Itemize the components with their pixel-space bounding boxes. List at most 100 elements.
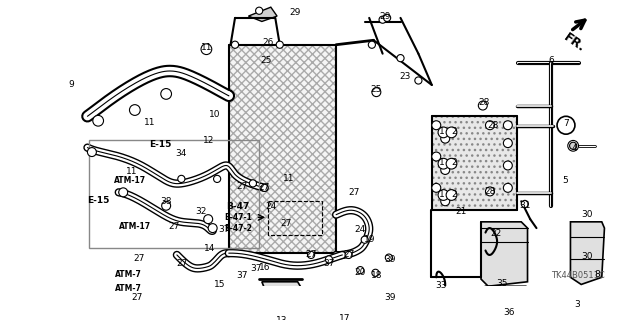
Text: 27: 27 <box>177 260 188 268</box>
Circle shape <box>432 121 441 130</box>
Text: E-15: E-15 <box>87 196 109 205</box>
Polygon shape <box>262 282 300 317</box>
Text: FR.: FR. <box>561 31 588 55</box>
Circle shape <box>119 188 128 197</box>
Circle shape <box>307 251 315 259</box>
Circle shape <box>385 293 392 300</box>
Circle shape <box>446 190 457 200</box>
Circle shape <box>432 152 441 161</box>
Bar <box>89 140 259 248</box>
Circle shape <box>372 88 381 97</box>
Circle shape <box>204 215 212 224</box>
Circle shape <box>178 175 185 182</box>
Circle shape <box>504 139 512 148</box>
Text: 5: 5 <box>562 176 568 185</box>
Circle shape <box>276 41 284 48</box>
Circle shape <box>250 180 257 187</box>
Text: 3: 3 <box>574 300 580 308</box>
Text: 2: 2 <box>451 190 457 199</box>
Circle shape <box>560 119 572 132</box>
Circle shape <box>397 55 404 62</box>
Circle shape <box>356 267 364 274</box>
Text: 24: 24 <box>265 202 276 211</box>
Text: 31: 31 <box>519 201 531 210</box>
Text: B-47-1: B-47-1 <box>224 213 252 222</box>
Circle shape <box>438 190 449 200</box>
Polygon shape <box>490 249 518 276</box>
Text: 29: 29 <box>380 12 391 20</box>
Text: 33: 33 <box>435 281 447 290</box>
Text: 19: 19 <box>364 235 376 244</box>
Circle shape <box>446 158 457 169</box>
Text: 28: 28 <box>487 121 499 130</box>
Circle shape <box>557 116 575 134</box>
Circle shape <box>521 200 529 208</box>
Circle shape <box>261 184 268 191</box>
Circle shape <box>438 158 449 169</box>
Circle shape <box>441 165 450 174</box>
Bar <box>432 116 516 210</box>
Circle shape <box>504 183 512 192</box>
Polygon shape <box>570 222 604 284</box>
Circle shape <box>438 127 449 138</box>
Circle shape <box>478 101 487 110</box>
Text: 24: 24 <box>355 225 366 234</box>
Circle shape <box>372 269 379 276</box>
Text: 4: 4 <box>572 144 577 153</box>
Circle shape <box>441 197 450 206</box>
Text: ATM-7: ATM-7 <box>115 270 142 279</box>
Circle shape <box>441 134 450 143</box>
Text: 16: 16 <box>259 263 270 272</box>
Text: 32: 32 <box>195 207 207 216</box>
Text: 14: 14 <box>204 244 216 253</box>
Text: 37: 37 <box>236 271 248 280</box>
Circle shape <box>345 251 352 259</box>
Text: ATM-7: ATM-7 <box>115 284 142 292</box>
Text: 27: 27 <box>134 254 145 263</box>
Text: ATM-17: ATM-17 <box>115 176 147 185</box>
Text: 30: 30 <box>582 252 593 261</box>
Text: 38: 38 <box>161 197 172 206</box>
Text: 37: 37 <box>218 225 230 234</box>
Text: 27: 27 <box>259 183 270 192</box>
Text: 11: 11 <box>144 118 156 127</box>
Text: 8: 8 <box>595 270 600 279</box>
Text: 37: 37 <box>323 260 335 268</box>
Circle shape <box>361 236 368 243</box>
Circle shape <box>568 140 579 151</box>
Text: 7: 7 <box>563 119 569 128</box>
Text: B-47-2: B-47-2 <box>224 224 252 233</box>
Text: 10: 10 <box>209 110 220 119</box>
Circle shape <box>432 183 441 192</box>
Circle shape <box>255 7 263 14</box>
Text: 26: 26 <box>262 37 274 46</box>
Circle shape <box>368 41 376 48</box>
Polygon shape <box>486 286 525 320</box>
Text: B-47: B-47 <box>226 202 250 211</box>
Text: 27: 27 <box>305 251 317 260</box>
Circle shape <box>383 14 390 21</box>
Text: 1: 1 <box>439 190 445 199</box>
Circle shape <box>379 16 386 23</box>
Circle shape <box>570 142 577 149</box>
Text: 11: 11 <box>127 167 138 176</box>
Text: 17: 17 <box>339 314 351 320</box>
Circle shape <box>88 148 97 156</box>
Circle shape <box>486 187 495 196</box>
Circle shape <box>129 105 140 116</box>
Text: 27: 27 <box>237 181 248 190</box>
Text: 39: 39 <box>384 255 396 264</box>
Text: 27: 27 <box>348 188 360 197</box>
Text: TK44B0511C: TK44B0511C <box>550 271 604 280</box>
Text: 27: 27 <box>168 222 180 231</box>
Text: 2: 2 <box>451 158 457 167</box>
Circle shape <box>504 121 512 130</box>
Text: 6: 6 <box>549 56 554 65</box>
Circle shape <box>486 121 495 130</box>
Text: 27: 27 <box>343 251 355 260</box>
Text: 11: 11 <box>283 174 294 183</box>
Text: 23: 23 <box>399 72 411 81</box>
Circle shape <box>325 256 333 263</box>
Text: 27: 27 <box>132 293 143 302</box>
Text: 37: 37 <box>250 264 261 273</box>
